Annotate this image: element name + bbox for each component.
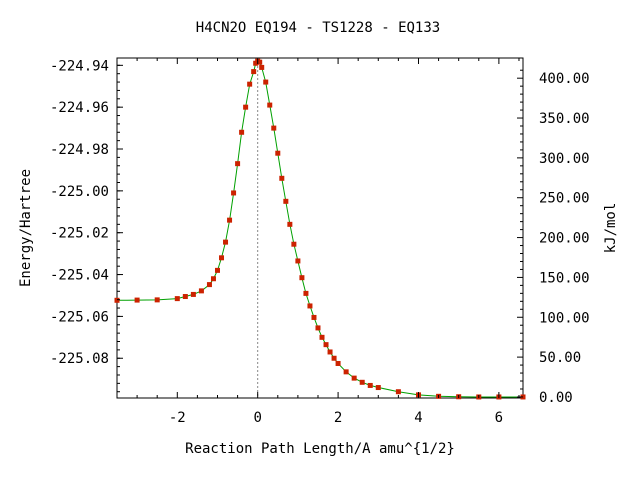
y-tick-label: -225.02 <box>50 226 109 242</box>
chart-title: H4CN2O EQ194 - TS1228 - EQ133 <box>196 20 440 36</box>
y-tick-label: -224.94 <box>50 58 109 74</box>
data-point <box>263 79 269 85</box>
data-point <box>307 303 313 309</box>
plot-frame <box>116 57 524 399</box>
data-point <box>335 360 341 366</box>
data-point <box>331 355 337 361</box>
y2-tick-label: 200.00 <box>539 231 590 247</box>
data-point <box>235 161 241 167</box>
y-tick-label: -225.04 <box>50 268 109 284</box>
data-point <box>299 275 305 281</box>
data-point <box>134 297 140 303</box>
y-tick-label: -225.08 <box>50 351 109 367</box>
data-point <box>343 369 349 375</box>
data-point <box>190 291 196 297</box>
series-line <box>116 60 523 398</box>
y2-tick-label: 350.00 <box>539 111 590 127</box>
data-point <box>219 255 225 261</box>
data-point <box>375 385 381 391</box>
x-axis-label: Reaction Path Length/A amu^{1/2} <box>185 441 455 457</box>
data-point <box>247 81 253 87</box>
data-point <box>323 342 329 348</box>
data-point <box>231 190 237 196</box>
data-point <box>210 276 216 282</box>
data-point <box>395 389 401 395</box>
data-point <box>198 288 204 294</box>
y-tick-label: -224.96 <box>50 100 109 116</box>
data-point <box>206 282 212 288</box>
y2-tick-label: 300.00 <box>539 151 590 167</box>
y-tick-label: -225.00 <box>50 184 109 200</box>
y2-tick-label: 100.00 <box>539 310 590 326</box>
axis-ticks: -2 0 2 4 6 -224.94 -224.96 -224.98 -225.00 -225.0… <box>50 58 590 426</box>
data-point <box>315 325 321 331</box>
data-point <box>311 314 317 320</box>
y2-axis-label: kJ/mol <box>603 203 619 254</box>
data-point <box>154 297 160 303</box>
data-point <box>267 102 273 108</box>
data-point <box>291 241 297 247</box>
data-point <box>279 175 285 181</box>
data-point <box>239 129 245 135</box>
data-point <box>359 379 365 385</box>
data-point <box>227 217 233 223</box>
data-point <box>283 198 289 204</box>
data-point <box>275 150 281 156</box>
data-point <box>251 69 257 75</box>
data-point <box>287 221 293 227</box>
y2-tick-label: 0.00 <box>539 390 573 406</box>
data-point <box>271 125 277 131</box>
data-point <box>257 59 263 65</box>
data-point <box>174 296 180 302</box>
x-tick-label: 6 <box>495 410 503 426</box>
y2-tick-label: 400.00 <box>539 71 590 87</box>
data-point <box>295 258 301 264</box>
data-point <box>367 382 373 388</box>
x-tick-label: 4 <box>414 410 422 426</box>
data-point <box>259 64 265 70</box>
x-tick-label: 2 <box>334 410 342 426</box>
data-point <box>319 334 325 340</box>
data-point <box>243 104 249 110</box>
y2-tick-label: 50.00 <box>539 350 581 366</box>
x-tick-label: -2 <box>169 410 186 426</box>
plot-area <box>114 57 526 400</box>
data-point <box>114 297 120 303</box>
data-point <box>182 294 188 300</box>
data-point <box>351 375 357 381</box>
y2-tick-label: 150.00 <box>539 270 590 286</box>
data-point <box>214 267 220 273</box>
y-tick-label: -224.98 <box>50 142 109 158</box>
data-point <box>303 290 309 296</box>
y-tick-label: -225.06 <box>50 309 109 325</box>
y2-tick-label: 250.00 <box>539 191 590 207</box>
y-axis-label: Energy/Hartree <box>18 169 34 287</box>
data-point <box>223 239 229 245</box>
x-tick-label: 0 <box>253 410 261 426</box>
data-point <box>327 349 333 355</box>
